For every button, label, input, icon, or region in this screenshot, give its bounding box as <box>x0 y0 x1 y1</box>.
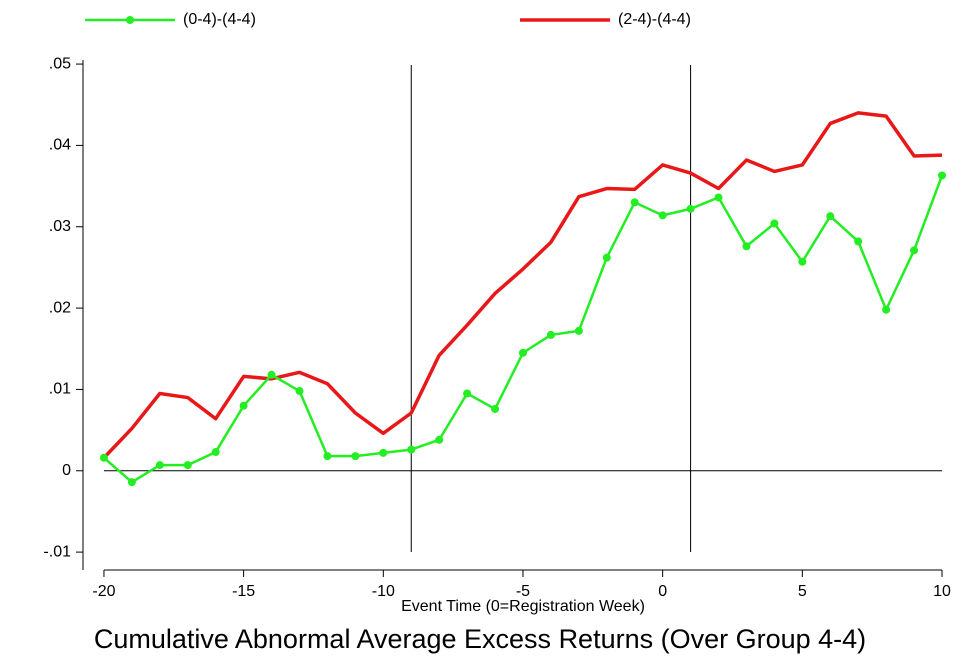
series-marker <box>686 204 695 213</box>
series-marker <box>435 435 444 444</box>
x-tick-label: -20 <box>92 583 115 600</box>
series-marker <box>574 326 583 335</box>
x-tick-label: 10 <box>933 583 951 600</box>
series-marker <box>658 211 667 220</box>
x-tick-label: -5 <box>516 583 530 600</box>
series-marker <box>239 401 248 410</box>
series-marker <box>546 330 555 339</box>
series-marker <box>602 253 611 262</box>
chart-title: Cumulative Abnormal Average Excess Retur… <box>94 624 866 654</box>
y-tick-label: 0 <box>62 462 71 479</box>
y-tick-label: .01 <box>49 381 71 398</box>
series-marker <box>714 193 723 202</box>
series-marker <box>351 452 360 461</box>
series-marker <box>630 198 639 207</box>
series-line <box>103 175 944 484</box>
legend-label: (0-4)-(4-4) <box>183 11 256 28</box>
y-tick-label: .03 <box>49 218 71 235</box>
series-marker <box>463 389 472 398</box>
series-marker <box>910 246 919 255</box>
series-marker <box>826 212 835 221</box>
series-marker <box>323 452 332 461</box>
series-marker <box>491 404 500 413</box>
series-marker <box>854 237 863 246</box>
series-marker <box>183 461 192 470</box>
series-marker <box>155 461 164 470</box>
series-marker <box>798 257 807 266</box>
y-tick-label: .02 <box>49 299 71 316</box>
series-marker <box>295 387 304 396</box>
x-tick-label: -15 <box>232 583 255 600</box>
x-tick-label: 0 <box>658 583 667 600</box>
series-line <box>102 111 943 459</box>
legend-label: (2-4)-(4-4) <box>618 11 691 28</box>
y-tick-label: .04 <box>49 137 71 154</box>
series-marker <box>211 448 220 457</box>
series-marker <box>379 448 388 457</box>
series-marker <box>127 478 136 487</box>
series-marker <box>770 219 779 228</box>
series-marker <box>742 242 751 251</box>
x-tick-label: 5 <box>798 583 807 600</box>
series-marker <box>518 348 527 357</box>
y-tick-label: -.01 <box>43 543 71 560</box>
legend-marker <box>126 16 134 24</box>
x-tick-label: -10 <box>372 583 395 600</box>
series-marker <box>267 370 276 379</box>
series-marker <box>882 305 891 314</box>
series-marker <box>99 453 108 462</box>
y-tick-label: .05 <box>49 55 71 72</box>
series-marker <box>938 171 946 180</box>
series-marker <box>407 445 416 454</box>
x-axis-label: Event Time (0=Registration Week) <box>401 598 645 615</box>
